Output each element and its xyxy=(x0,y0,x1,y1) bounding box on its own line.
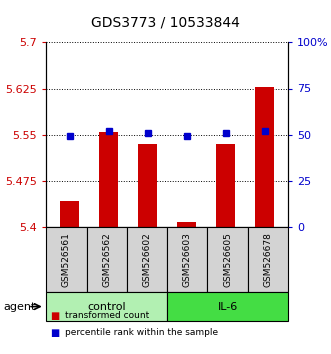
Bar xyxy=(216,144,235,227)
Text: transformed count: transformed count xyxy=(65,311,149,320)
Text: ■: ■ xyxy=(50,311,59,321)
Text: GSM526602: GSM526602 xyxy=(143,232,152,287)
Text: GDS3773 / 10533844: GDS3773 / 10533844 xyxy=(91,16,240,30)
Bar xyxy=(177,222,196,227)
Text: GSM526605: GSM526605 xyxy=(223,232,232,287)
Text: GSM526562: GSM526562 xyxy=(102,232,111,287)
Text: percentile rank within the sample: percentile rank within the sample xyxy=(65,328,218,337)
Text: IL-6: IL-6 xyxy=(217,302,238,312)
Text: agent: agent xyxy=(3,302,36,312)
Text: GSM526561: GSM526561 xyxy=(62,232,71,287)
Text: GSM526678: GSM526678 xyxy=(263,232,272,287)
Text: GSM526603: GSM526603 xyxy=(183,232,192,287)
Bar xyxy=(255,87,274,227)
Bar xyxy=(138,144,158,227)
Text: control: control xyxy=(87,302,126,312)
Bar xyxy=(99,132,118,227)
Bar xyxy=(60,201,79,227)
Text: ■: ■ xyxy=(50,328,59,338)
